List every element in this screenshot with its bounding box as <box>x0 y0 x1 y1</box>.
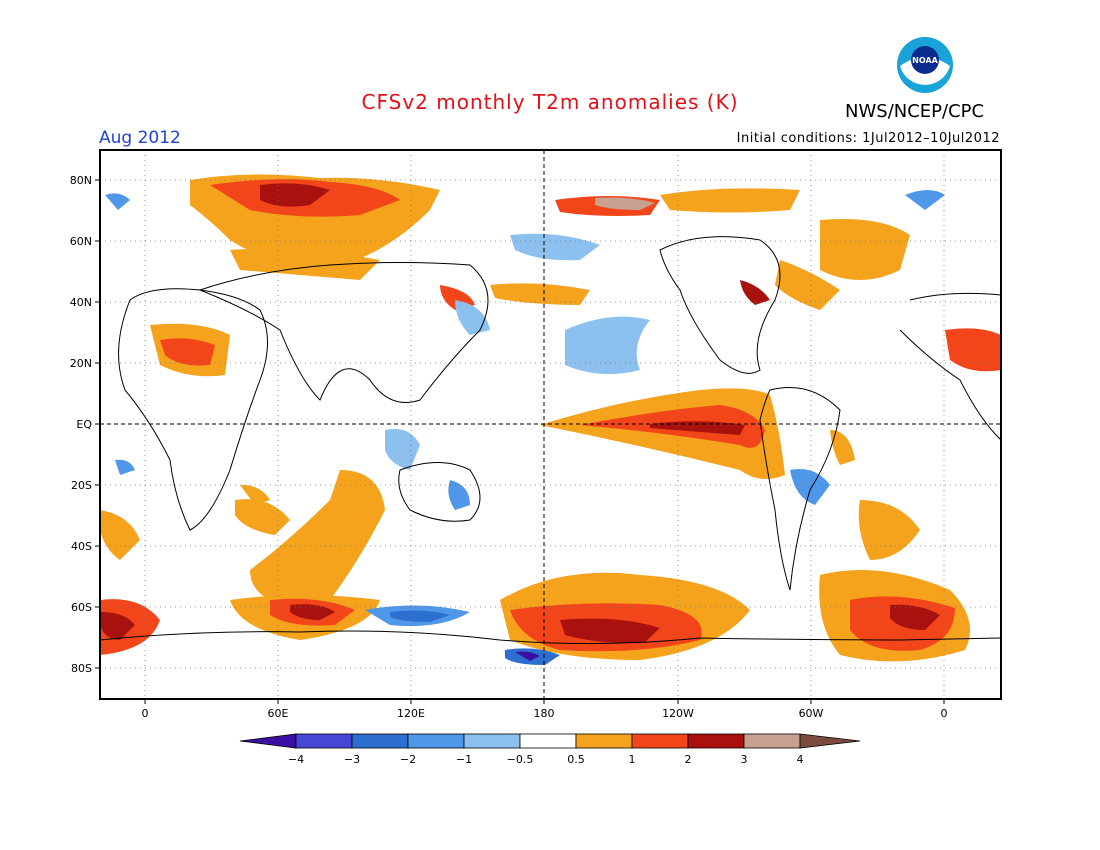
lat-label: 80N <box>70 174 92 187</box>
forecast-period: Aug 2012 <box>99 128 181 148</box>
map-title: CFSv2 monthly T2m anomalies (K) <box>361 90 739 114</box>
lat-label: 60N <box>70 235 92 248</box>
lat-label: 40N <box>70 296 92 309</box>
lon-label: 120W <box>662 707 694 720</box>
lon-label: 0 <box>941 707 948 720</box>
legend-swatch <box>575 733 633 749</box>
legend-swatch <box>463 733 521 749</box>
lon-label: 60W <box>799 707 824 720</box>
lat-label: 80S <box>71 662 92 675</box>
legend-label: −1 <box>456 753 472 766</box>
lat-label: 20N <box>70 357 92 370</box>
legend-label: 1 <box>629 753 636 766</box>
axis-ticks <box>95 179 945 704</box>
coastlines <box>100 236 1001 645</box>
lat-label: 60S <box>71 601 92 614</box>
legend-swatch <box>239 733 297 749</box>
legend-swatch <box>743 733 801 749</box>
legend-label: 2 <box>685 753 692 766</box>
legend-label: −0.5 <box>507 753 534 766</box>
graticule <box>100 150 1001 699</box>
longitude-labels: 0 60E 120E 180 120W 60W 0 <box>142 707 948 720</box>
legend-label: 3 <box>741 753 748 766</box>
lat-label: 40S <box>71 540 92 553</box>
legend-label: 0.5 <box>567 753 585 766</box>
agency-label: NWS/NCEP/CPC <box>845 101 985 122</box>
legend-swatch <box>631 733 689 749</box>
legend-swatch <box>519 733 577 749</box>
lon-label: 60E <box>268 707 289 720</box>
latitude-labels: 80N 60N 40N 20N EQ 20S 40S 60S 80S <box>70 174 93 675</box>
legend-label: −3 <box>344 753 360 766</box>
legend-swatch <box>351 733 409 749</box>
lat-label: 20S <box>71 479 92 492</box>
legend-label: −2 <box>400 753 416 766</box>
anomaly-field <box>100 174 1001 665</box>
legend-swatch <box>799 733 861 749</box>
lon-label: 180 <box>534 707 555 720</box>
lat-label: EQ <box>76 418 92 431</box>
noaa-logo-text: NOAA <box>912 56 938 65</box>
legend-label: −4 <box>288 753 304 766</box>
legend-swatch <box>687 733 745 749</box>
lon-label: 0 <box>142 707 149 720</box>
initial-conditions: Initial conditions: 1Jul2012–10Jul2012 <box>736 131 1000 146</box>
color-legend: −4 −3 −2 −1 −0.5 0.5 1 2 3 4 <box>239 733 861 766</box>
legend-label: 4 <box>797 753 804 766</box>
legend-swatch <box>407 733 465 749</box>
noaa-logo-icon: NOAA <box>897 37 953 93</box>
lon-label: 120E <box>397 707 425 720</box>
equator-dateline <box>100 150 1001 699</box>
legend-swatch <box>295 733 353 749</box>
